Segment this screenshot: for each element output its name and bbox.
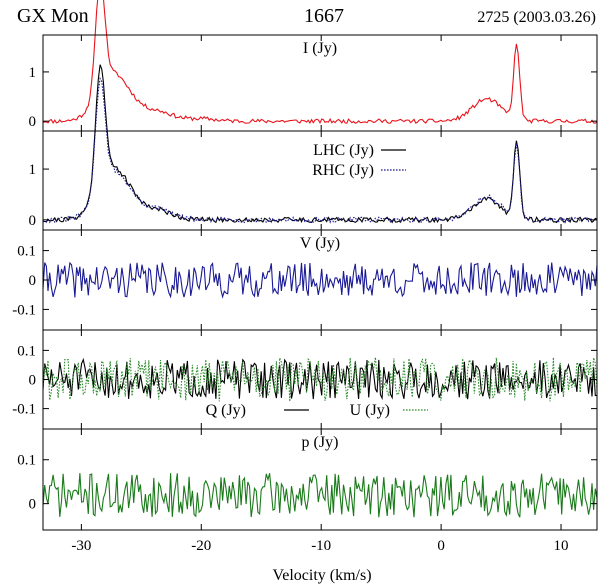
y-tick-label-QU: 0 bbox=[29, 373, 37, 389]
legend-label-U: U (Jy) bbox=[350, 402, 390, 419]
y-tick-label-p: 0 bbox=[29, 497, 37, 513]
panel-label-V: V (Jy) bbox=[300, 235, 340, 252]
legend-label-LHC: LHC (Jy) bbox=[313, 142, 374, 159]
y-tick-label-QU: -0.1 bbox=[12, 402, 36, 418]
series-U bbox=[42, 357, 598, 402]
panel-label-p: p (Jy) bbox=[302, 434, 339, 451]
x-axis-label: Velocity (km/s) bbox=[272, 567, 371, 584]
y-tick-label-I: 1 bbox=[29, 65, 37, 81]
legend-label-RHC: RHC (Jy) bbox=[312, 162, 374, 179]
x-tick-label: -20 bbox=[191, 538, 211, 554]
y-tick-label-V: 0 bbox=[29, 273, 37, 289]
y-tick-label-I: 0 bbox=[29, 114, 37, 130]
epoch-title: 2725 (2003.03.26) bbox=[477, 9, 596, 26]
x-tick-label: -10 bbox=[311, 538, 331, 554]
series-V bbox=[42, 261, 598, 299]
y-tick-label-V: -0.1 bbox=[12, 302, 36, 318]
line-title: 1667 bbox=[304, 5, 344, 27]
source-title: GX Mon bbox=[17, 5, 89, 27]
series-RHC bbox=[42, 76, 598, 224]
x-tick-label: 10 bbox=[554, 538, 569, 554]
y-tick-label-V: 0.1 bbox=[17, 244, 36, 260]
y-tick-label-p: 0.1 bbox=[17, 453, 36, 469]
y-tick-label-QU: 0.1 bbox=[17, 343, 36, 359]
x-tick-label: 0 bbox=[437, 538, 445, 554]
series-I bbox=[42, 0, 598, 125]
y-tick-label-LR: 1 bbox=[29, 162, 37, 178]
panel-frame-p bbox=[42, 428, 598, 531]
legend-label-Q: Q (Jy) bbox=[206, 402, 246, 419]
series-p bbox=[42, 473, 598, 518]
y-tick-label-LR: 0 bbox=[29, 213, 37, 229]
panel-label-I: I (Jy) bbox=[303, 40, 337, 57]
x-tick-label: -30 bbox=[71, 538, 91, 554]
panels-group: 0 1 I (Jy) 0 1 LHC (Jy) RHC (Jy) 0.1 0 -0.1 V (Jy)… bbox=[12, 0, 598, 554]
